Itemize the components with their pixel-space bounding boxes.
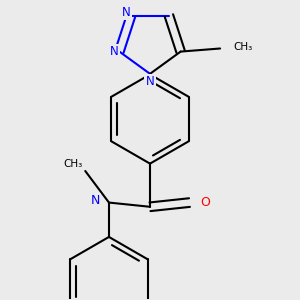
Text: CH₃: CH₃ <box>234 42 253 52</box>
Text: N: N <box>110 45 119 58</box>
Text: N: N <box>122 6 130 19</box>
Text: N: N <box>146 75 154 88</box>
Text: O: O <box>201 196 211 209</box>
Text: N: N <box>90 194 100 207</box>
Text: CH₃: CH₃ <box>63 159 82 169</box>
